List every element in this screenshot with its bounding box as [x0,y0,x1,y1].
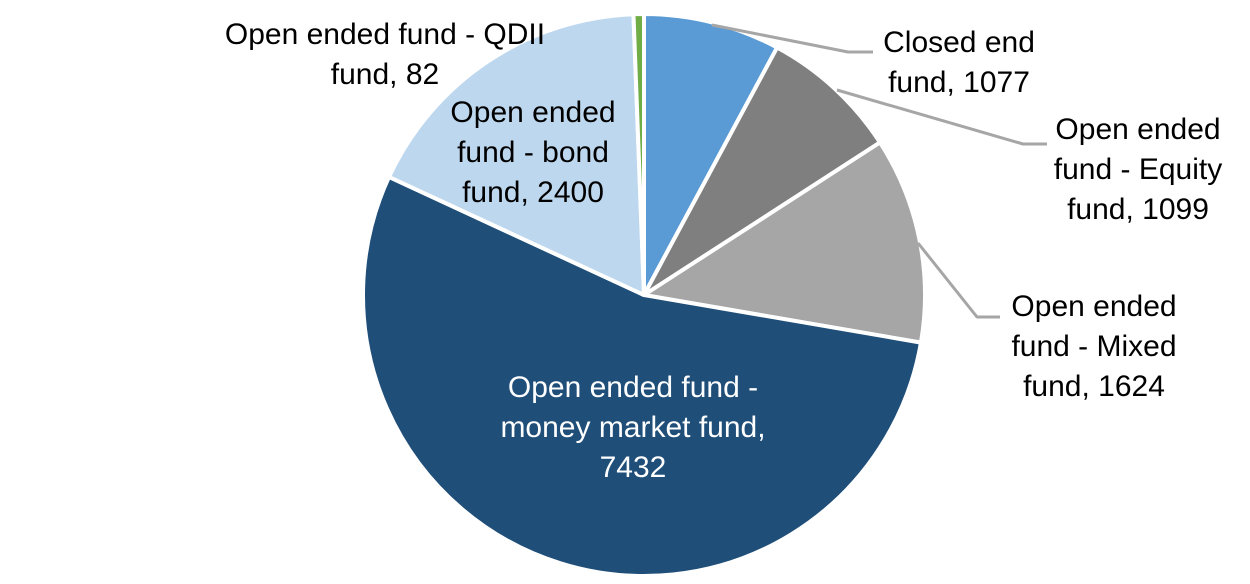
label-line: Open ended [450,96,616,129]
label-line: fund - bond [457,136,609,169]
label-line: Closed end [883,26,1035,59]
label-line: 7432 [599,451,667,484]
pie-slice-open-ended-qdii-fund [631,12,646,297]
label-line: fund, 1099 [1067,193,1209,226]
data-label-mixed-fund: Open ended fund - Mixed fund, 1624 [979,287,1209,407]
data-label-bond-fund: Open ended fund - bond fund, 2400 [418,93,648,213]
label-line: Open ended [1055,113,1221,146]
pie-slice-open-ended-mixed-fund [642,140,927,345]
data-label-closed-end-fund: Closed end fund, 1077 [844,23,1074,103]
leader-line-mixed-fund [916,242,1000,319]
label-line: Open ended [1011,290,1177,323]
label-line: Open ended fund - [507,371,759,404]
label-line: Open ended fund - QDII [224,18,546,51]
label-line: fund - Mixed [1011,330,1177,363]
label-line: fund, 1624 [1023,370,1165,403]
data-label-equity-fund: Open ended fund - Equity fund, 1099 [1023,110,1250,230]
pie-slice-open-ended-money-market-fund [361,174,923,578]
pie-slices [361,12,927,578]
data-label-qdii-fund: Open ended fund - QDII fund, 82 [205,15,565,95]
pie-slice-closed-end-fund [642,12,780,297]
pie-slice-open-ended-bond-fund [387,12,646,297]
label-line: fund, 2400 [462,176,604,209]
label-line: fund - Equity [1053,153,1223,186]
data-label-money-market-fund: Open ended fund - money market fund, 743… [478,368,788,488]
label-line: fund, 82 [330,58,440,91]
label-line: fund, 1077 [888,66,1030,99]
leader-line-closed-end-fund [711,23,873,54]
label-line: money market fund, [500,411,766,444]
pie-slice-open-ended-equity-fund [642,45,882,297]
leader-line-equity-fund [836,88,1047,146]
